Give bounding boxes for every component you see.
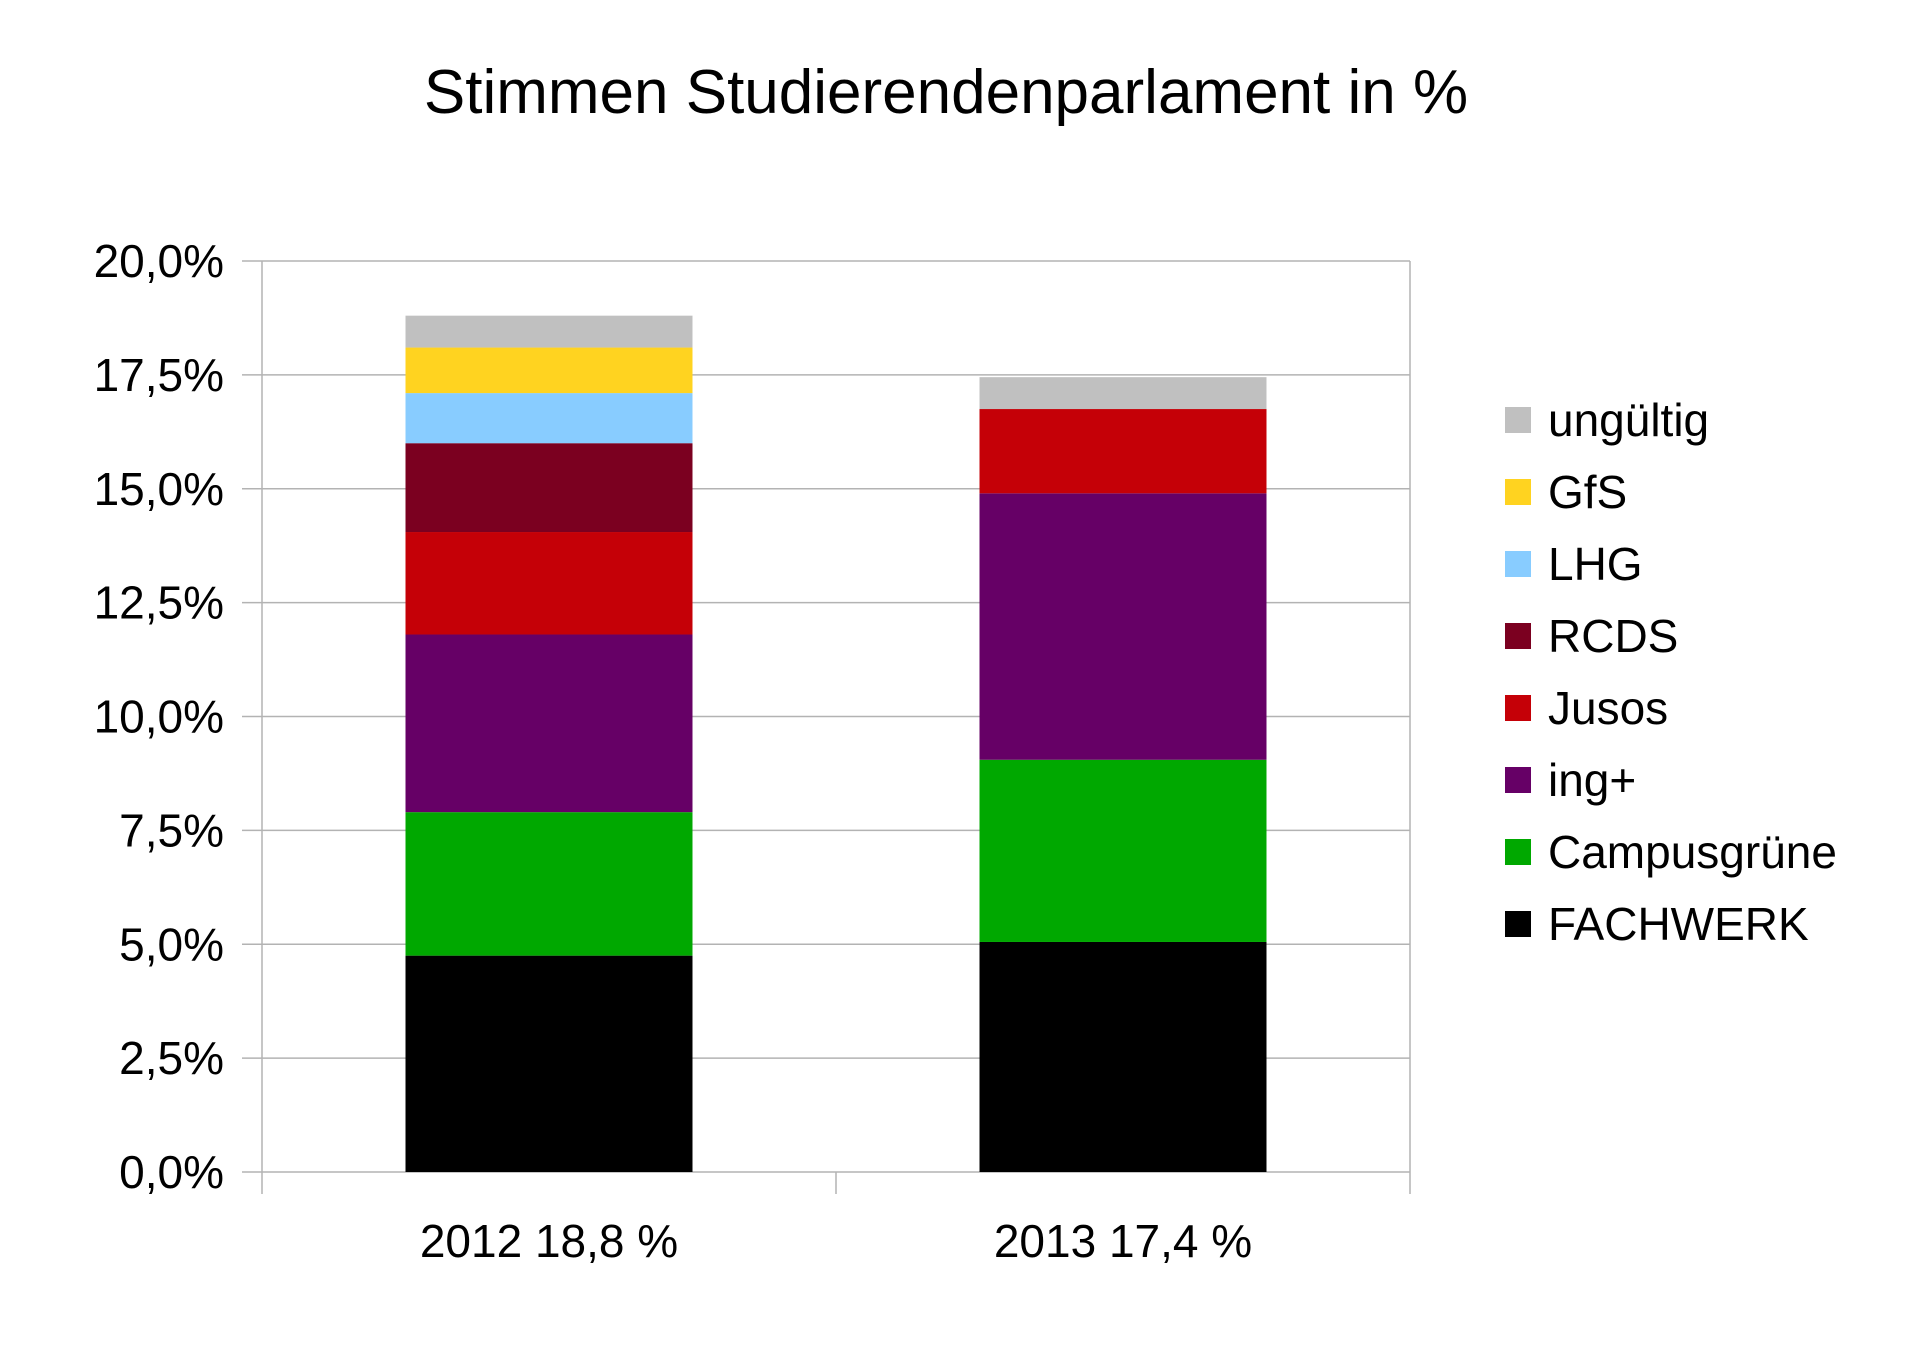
bar-segment [405, 812, 693, 956]
bar-segment [405, 315, 693, 348]
y-tick-label: 20,0% [94, 235, 224, 287]
x-tick-label: 2012 18,8 % [420, 1215, 678, 1267]
legend-label: FACHWERK [1548, 898, 1809, 950]
legend-label: Jusos [1548, 682, 1668, 734]
bar-segment [979, 409, 1267, 494]
legend-swatch [1505, 911, 1531, 937]
y-tick-label: 0,0% [119, 1146, 224, 1198]
legend-label: RCDS [1548, 610, 1678, 662]
bar-segment [405, 634, 693, 813]
legend-swatch [1505, 839, 1531, 865]
bar-segment [405, 393, 693, 444]
legend: ungültig GfS LHG RCDS Jusos ing+ Campusgrüne FA… [1505, 394, 1837, 950]
bar-segment [979, 759, 1267, 942]
legend-label: GfS [1548, 466, 1627, 518]
bar-segment [405, 443, 693, 533]
legend-label: Campusgrüne [1548, 826, 1837, 878]
legend-label: ungültig [1548, 394, 1709, 446]
bar-segment [405, 532, 693, 635]
bar-segment [979, 377, 1267, 410]
y-tick-label: 15,0% [94, 463, 224, 515]
y-axis-tick-labels: 0,0% 2,5% 5,0% 7,5% 10,0% 12,5% 15,0% 17,5% 20,0… [94, 235, 224, 1198]
legend-label: ing+ [1548, 754, 1636, 806]
y-tick-label: 2,5% [119, 1032, 224, 1084]
bar-segment [405, 347, 693, 394]
y-tick-label: 7,5% [119, 804, 224, 856]
bar-segment [979, 941, 1267, 1172]
legend-swatch [1505, 551, 1531, 577]
legend-swatch [1505, 623, 1531, 649]
legend-swatch [1505, 407, 1531, 433]
bars [405, 315, 1267, 1172]
legend-swatch [1505, 695, 1531, 721]
y-tick-label: 10,0% [94, 691, 224, 743]
x-tick-label: 2013 17,4 % [994, 1215, 1252, 1267]
x-axis-tick-labels: 2012 18,8 % 2013 17,4 % [420, 1215, 1252, 1267]
y-tick-label: 12,5% [94, 577, 224, 629]
bar-segment [405, 955, 693, 1172]
legend-swatch [1505, 479, 1531, 505]
bar-segment [979, 493, 1267, 760]
chart-title: Stimmen Studierendenparlament in % [424, 58, 1468, 127]
y-tick-label: 5,0% [119, 918, 224, 970]
axes [242, 260, 1411, 1194]
legend-label: LHG [1548, 538, 1643, 590]
y-tick-label: 17,5% [94, 349, 224, 401]
legend-swatch [1505, 767, 1531, 793]
